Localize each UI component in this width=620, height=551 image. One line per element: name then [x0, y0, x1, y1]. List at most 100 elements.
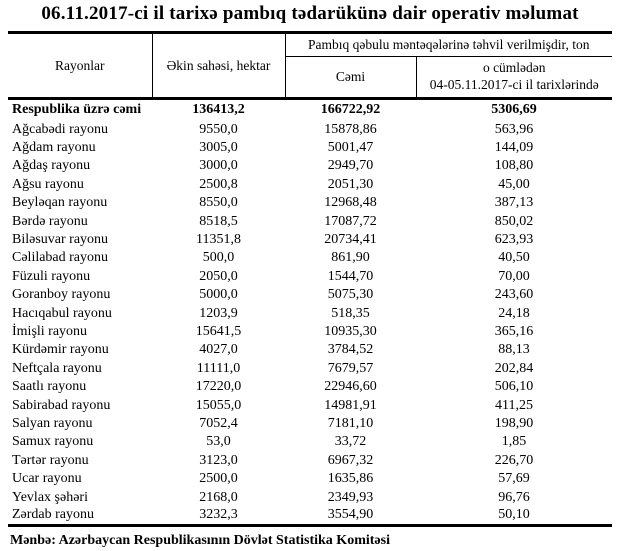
- cell-ekin-sahesi: 8550,0: [199, 195, 238, 211]
- cell-ekin-sahesi: 1203,9: [199, 305, 238, 321]
- cell-ekin-sahesi: 53,0: [206, 434, 231, 450]
- cell-o-cumleden: 70,00: [498, 268, 530, 284]
- cell-cemi: 518,35: [331, 305, 370, 321]
- source-note: Mənbə: Azərbaycan Respublikasının Dövlət…: [10, 532, 390, 548]
- cell-rayon: Ağsu rayonu: [12, 176, 84, 192]
- cell-cemi: 2949,70: [327, 158, 374, 174]
- cell-ekin-sahesi: 15055,0: [195, 397, 242, 413]
- cell-cemi: 12968,48: [324, 195, 377, 211]
- cell-rayon: Zərdab rayonu: [12, 507, 95, 523]
- cell-cemi: 6967,32: [327, 452, 374, 468]
- cell-cemi: 20734,41: [324, 232, 377, 248]
- cell-cemi: 7181,10: [327, 415, 374, 431]
- col-header-ekin-sahesi: Əkin sahəsi, hektar: [152, 32, 286, 100]
- table-row: Tərtər rayonu 3123,0 6967,32 226,70: [8, 452, 612, 470]
- table-row: Cəlilabad rayonu 500,0 861,90 40,50: [8, 249, 612, 267]
- cell-rayon: Salyan rayonu: [12, 415, 93, 431]
- cell-ekin-sahesi: 5000,0: [199, 287, 238, 303]
- cell-o-cumleden: 202,84: [494, 360, 534, 376]
- cell-rayon: Neftçala rayonu: [12, 360, 102, 376]
- cell-o-cumleden: 563,96: [494, 121, 534, 137]
- cell-cemi: 2051,30: [327, 176, 374, 192]
- cell-rayon: Biləsuvar rayonu: [12, 232, 109, 248]
- col-header-o-cumleden-line1: o cümlədən: [482, 60, 546, 76]
- table-row: Bərdə rayonu 8518,5 17087,72 850,02: [8, 212, 612, 230]
- cell-o-cumleden: 144,09: [494, 140, 534, 156]
- cell-ekin-sahesi: 500,0: [202, 250, 235, 266]
- col-header-rayonlar: Rayonlar: [8, 32, 153, 100]
- cell-cemi: 3554,90: [327, 507, 374, 523]
- cell-cemi: 5001,47: [327, 140, 374, 156]
- cell-ekin-sahesi: 2500,8: [199, 176, 238, 192]
- cell-ekin-sahesi: 3005,0: [199, 140, 238, 156]
- cell-rayon: Goranboy rayonu: [12, 287, 111, 303]
- cell-ekin-sahesi: 2500,0: [199, 471, 238, 487]
- report-title: 06.11.2017-ci il tarixə pambıq tədarükün…: [41, 3, 579, 24]
- table-row: Kürdəmir rayonu 4027,0 3784,52 88,13: [8, 341, 612, 359]
- cell-o-cumleden: 108,80: [494, 158, 534, 174]
- cell-ekin-sahesi: 9550,0: [199, 121, 238, 137]
- cell-o-cumleden: 57,69: [498, 471, 530, 487]
- table-row: Biləsuvar rayonu 11351,8 20734,41 623,93: [8, 231, 612, 249]
- table-row: Saatlı rayonu 17220,0 22946,60 506,10: [8, 378, 612, 396]
- cell-cemi: 7679,57: [327, 360, 374, 376]
- cell-cemi: 22946,60: [324, 379, 377, 395]
- cell-ekin-sahesi: 3232,3: [199, 507, 238, 523]
- cell-cemi: 17087,72: [324, 213, 377, 229]
- cell-rayon: Sabirabad rayonu: [12, 397, 111, 413]
- cell-rayon: Ağdam rayonu: [12, 140, 96, 156]
- cell-rayon: Tərtər rayonu: [12, 452, 89, 468]
- table-row: Beyləqan rayonu 8550,0 12968,48 387,13: [8, 194, 612, 212]
- cell-o-cumleden: 411,25: [495, 397, 533, 413]
- cell-rayon: Füzuli rayonu: [12, 268, 91, 284]
- cell-o-cumleden: 226,70: [494, 452, 534, 468]
- cell-rayon: Cəlilabad rayonu: [12, 250, 109, 266]
- cell-rayon: Respublika üzrə cəmi: [12, 102, 142, 118]
- cell-rayon: Kürdəmir rayonu: [12, 342, 109, 358]
- cell-o-cumleden: 50,10: [498, 507, 530, 523]
- cell-o-cumleden: 365,16: [494, 323, 534, 339]
- cell-o-cumleden: 850,02: [494, 213, 534, 229]
- table-row: Zərdab rayonu 3232,3 3554,90 50,10: [8, 507, 612, 525]
- cell-ekin-sahesi: 15641,5: [195, 323, 242, 339]
- cell-ekin-sahesi: 3000,0: [199, 158, 238, 174]
- table-row: Ağsu rayonu 2500,8 2051,30 45,00: [8, 176, 612, 194]
- cell-ekin-sahesi: 4027,0: [199, 342, 238, 358]
- table-row: Hacıqabul rayonu 1203,9 518,35 24,18: [8, 304, 612, 322]
- table-row: Samux rayonu 53,0 33,72 1,85: [8, 433, 612, 451]
- cell-ekin-sahesi: 8518,5: [199, 213, 238, 229]
- cell-o-cumleden: 5306,69: [491, 102, 537, 118]
- cell-o-cumleden: 88,13: [498, 342, 530, 358]
- table-row: Goranboy rayonu 5000,0 5075,30 243,60: [8, 286, 612, 304]
- table-body: Respublika üzrə cəmi 136413,2 166722,92 530…: [8, 99, 612, 526]
- col-header-tehvil-group: Pambıq qəbulu məntəqələrinə təhvil veril…: [285, 32, 612, 57]
- table-row: Neftçala rayonu 11111,0 7679,57 202,84: [8, 360, 612, 378]
- cell-ekin-sahesi: 136413,2: [192, 102, 245, 118]
- table-row: Ağdam rayonu 3005,0 5001,47 144,09: [8, 139, 612, 157]
- cell-ekin-sahesi: 11351,8: [196, 232, 241, 248]
- cell-cemi: 861,90: [331, 250, 370, 266]
- cell-o-cumleden: 506,10: [494, 379, 534, 395]
- col-header-o-cumleden-line2: 04-05.11.2017-ci il tarixlərində: [429, 77, 599, 92]
- cell-rayon: Bərdə rayonu: [12, 213, 88, 229]
- table-row: Füzuli rayonu 2050,0 1544,70 70,00: [8, 268, 612, 286]
- table-row: Salyan rayonu 7052,4 7181,10 198,90: [8, 415, 612, 433]
- cell-o-cumleden: 387,13: [494, 195, 534, 211]
- table-header: Rayonlar Əkin sahəsi, hektar Pambıq qəbu…: [8, 32, 612, 100]
- cell-o-cumleden: 96,76: [498, 489, 530, 505]
- cell-rayon: Samux rayonu: [12, 434, 94, 450]
- cell-cemi: 15878,86: [324, 121, 377, 137]
- cell-o-cumleden: 243,60: [494, 287, 534, 303]
- table-row: İmişli rayonu 15641,5 10935,30 365,16: [8, 323, 612, 341]
- cell-rayon: Saatlı rayonu: [12, 379, 87, 395]
- cell-o-cumleden: 198,90: [494, 415, 534, 431]
- table-row: Respublika üzrə cəmi 136413,2 166722,92 530…: [8, 99, 612, 121]
- cell-cemi: 166722,92: [320, 102, 381, 118]
- cell-cemi: 10935,30: [324, 323, 377, 339]
- table-row: Yevlax şəhəri 2168,0 2349,93 96,76: [8, 488, 612, 506]
- cell-rayon: Ağdaş rayonu: [12, 158, 91, 174]
- cell-rayon: Ucar rayonu: [12, 471, 82, 487]
- cell-o-cumleden: 623,93: [494, 232, 534, 248]
- cell-cemi: 3784,52: [327, 342, 374, 358]
